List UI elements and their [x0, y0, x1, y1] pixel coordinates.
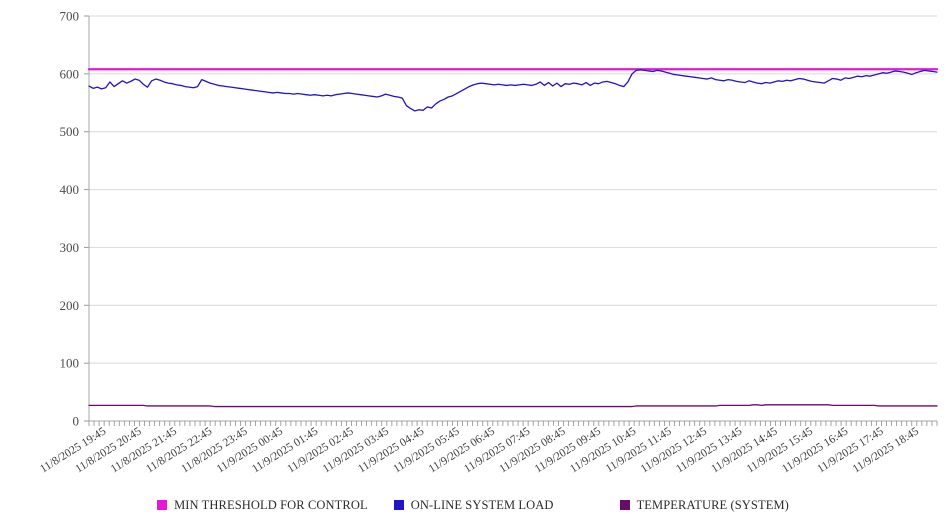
legend-swatch-purple	[619, 500, 630, 510]
legend-label: ON-LINE SYSTEM LOAD	[410, 497, 554, 512]
ytick-label: 300	[60, 240, 80, 255]
ytick-label: 500	[60, 124, 80, 139]
ytick-label: 700	[60, 9, 80, 24]
legend-item-temperature-system[interactable]: TEMPERATURE (SYSTEM)	[619, 496, 789, 514]
legend-swatch-blue	[393, 500, 404, 510]
ytick-label: 0	[73, 414, 80, 429]
legend-label: TEMPERATURE (SYSTEM)	[636, 497, 789, 512]
ytick-label: 100	[60, 356, 80, 371]
legend-item-on-line-system-load[interactable]: ON-LINE SYSTEM LOAD	[393, 496, 554, 514]
ytick-label: 400	[60, 182, 80, 197]
ytick-label: 600	[60, 66, 80, 81]
legend-label: MIN THRESHOLD FOR CONTROL	[174, 497, 368, 512]
series-line	[88, 404, 938, 408]
series-line	[88, 69, 938, 112]
chart-legend: MIN THRESHOLD FOR CONTROL ON-LINE SYSTEM…	[0, 494, 946, 516]
legend-swatch-magenta	[157, 500, 168, 510]
ytick-label: 200	[60, 298, 80, 313]
legend-item-min-threshold-for-control[interactable]: MIN THRESHOLD FOR CONTROL	[157, 496, 368, 514]
